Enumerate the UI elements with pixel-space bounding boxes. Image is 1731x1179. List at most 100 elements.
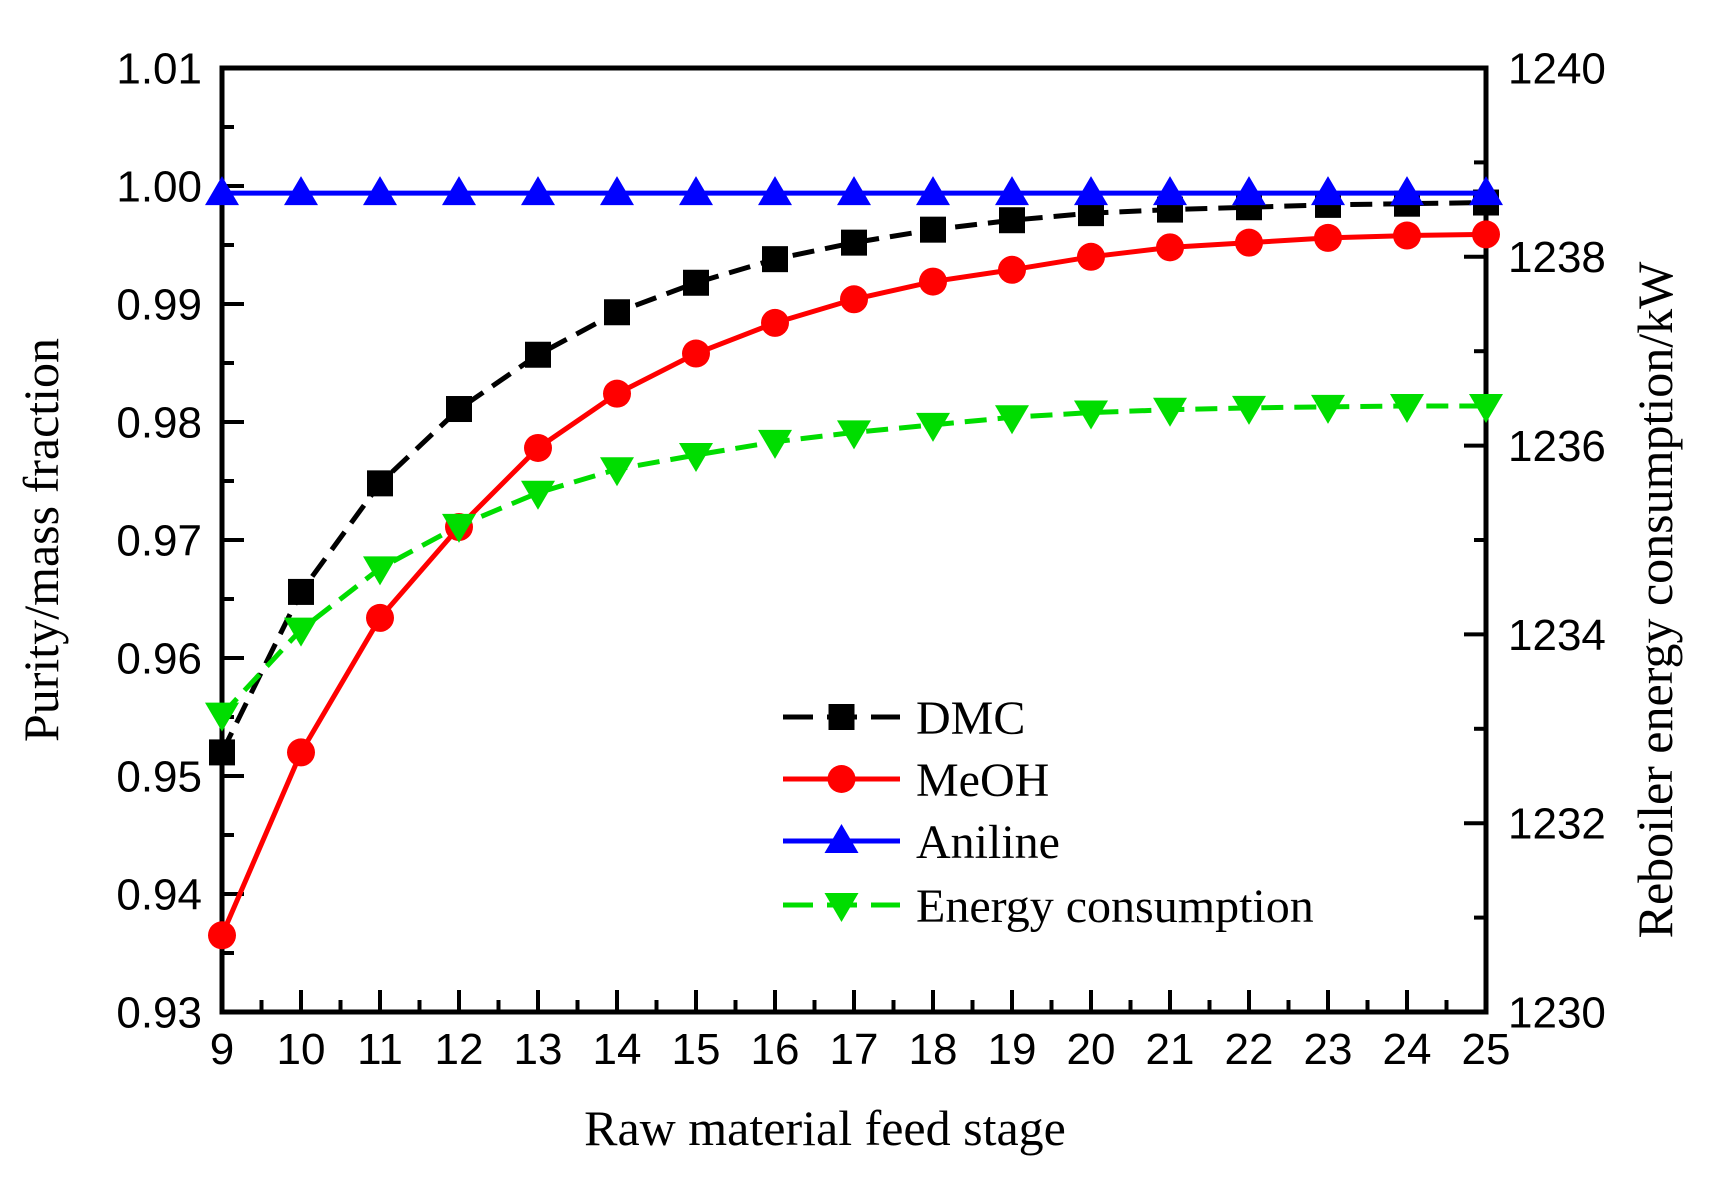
left-tick-label: 0.94 [116, 870, 202, 919]
marker-square [367, 470, 393, 497]
right-axis-title: Reboiler energy consumption/kW [1627, 261, 1683, 939]
series-line [219, 200, 1487, 754]
axis-ticks [220, 66, 1488, 1014]
legend-label: Energy consumption [916, 880, 1314, 933]
marker-triangle-down [679, 443, 713, 473]
x-tick-label: 22 [1225, 1025, 1274, 1074]
marker-circle [827, 765, 856, 793]
left-tick-label: 0.99 [116, 280, 202, 329]
marker-circle [524, 433, 552, 462]
marker-triangle-down [1311, 394, 1345, 424]
marker-square [604, 299, 630, 326]
marker-circle [1235, 228, 1263, 257]
marker-triangle-up [205, 176, 239, 206]
right-tick-label: 1238 [1508, 233, 1606, 282]
legend-label: DMC [916, 692, 1025, 745]
x-tick-label: 12 [435, 1025, 484, 1074]
marker-triangle-down [1074, 400, 1108, 430]
legend-label: Aniline [916, 816, 1060, 869]
marker-triangle-down [284, 617, 318, 647]
axis-tick-labels: 0.93 0.94 0.95 0.96 0.97 0.98 0.99 1.00 1.01 1230… [116, 44, 1606, 1074]
marker-circle [208, 921, 236, 950]
marker-circle [1156, 233, 1184, 262]
marker-triangle-up [916, 176, 950, 206]
marker-triangle-down [363, 556, 397, 586]
legend-item-meoh: MeOH [783, 754, 1049, 807]
marker-square [288, 578, 314, 605]
marker-square [209, 739, 235, 766]
legend: DMC MeOH Aniline Energy consumption [783, 692, 1314, 933]
marker-square [920, 216, 946, 243]
x-tick-label: 13 [514, 1025, 563, 1074]
marker-square [525, 341, 551, 368]
x-tick-label: 21 [1146, 1025, 1195, 1074]
marker-circle [1472, 220, 1500, 249]
x-tick-label: 15 [672, 1025, 721, 1074]
marker-circle [287, 738, 315, 767]
marker-triangle-up [1153, 176, 1187, 206]
left-tick-label: 0.98 [116, 398, 202, 447]
x-tick-label: 9 [210, 1025, 234, 1074]
marker-triangle-down [837, 420, 871, 450]
marker-triangle-down [824, 893, 859, 922]
marker-triangle-up [837, 176, 871, 206]
marker-square [683, 269, 709, 296]
marker-triangle-down [442, 513, 476, 543]
legend-label: MeOH [916, 754, 1049, 807]
x-tick-label: 23 [1304, 1025, 1353, 1074]
right-tick-label: 1232 [1508, 800, 1606, 849]
marker-triangle-down [1390, 393, 1424, 423]
marker-triangle-down [916, 412, 950, 442]
x-tick-label: 19 [988, 1025, 1037, 1074]
left-tick-label: 0.97 [116, 516, 202, 565]
marker-circle [1393, 221, 1421, 250]
marker-triangle-down [1232, 395, 1266, 425]
marker-triangle-down [600, 457, 634, 487]
marker-triangle-up [1390, 176, 1424, 206]
marker-triangle-up [679, 176, 713, 206]
right-tick-label: 1230 [1508, 988, 1606, 1037]
legend-item-dmc: DMC [783, 692, 1025, 745]
left-tick-label: 1.00 [116, 162, 202, 211]
marker-circle [366, 603, 394, 632]
marker-triangle-up [824, 824, 859, 853]
left-tick-label: 0.96 [116, 634, 202, 683]
x-tick-label: 10 [277, 1025, 326, 1074]
marker-circle [603, 379, 631, 408]
marker-square [999, 207, 1025, 234]
x-tick-label: 24 [1383, 1025, 1432, 1074]
marker-circle [998, 255, 1026, 284]
marker-triangle-up [1074, 176, 1108, 206]
marker-triangle-down [758, 429, 792, 459]
right-tick-label: 1240 [1508, 44, 1606, 93]
marker-triangle-up [284, 176, 318, 206]
marker-square [762, 246, 788, 273]
plot-frame [219, 65, 1489, 1015]
left-tick-label: 0.93 [116, 988, 202, 1037]
marker-square [841, 229, 867, 256]
marker-circle [919, 267, 947, 296]
marker-triangle-up [1232, 176, 1266, 206]
series-meoh [208, 220, 1500, 950]
marker-triangle-up [1311, 176, 1345, 206]
left-axis-title: Purity/mass fraction [13, 338, 69, 742]
right-tick-label: 1236 [1508, 422, 1606, 471]
marker-square [446, 396, 472, 423]
marker-triangle-up [600, 176, 634, 206]
x-tick-label: 20 [1067, 1025, 1116, 1074]
left-tick-label: 0.95 [116, 752, 202, 801]
x-tick-label: 17 [830, 1025, 879, 1074]
marker-circle [682, 339, 710, 368]
marker-triangle-up [1469, 176, 1503, 206]
x-tick-label: 25 [1462, 1025, 1511, 1074]
series-aniline [205, 176, 1503, 206]
x-tick-label: 18 [909, 1025, 958, 1074]
marker-triangle-up [521, 176, 555, 206]
legend-item-aniline: Aniline [783, 816, 1060, 869]
x-tick-label: 16 [751, 1025, 800, 1074]
legend-item-energy-consumption: Energy consumption [783, 880, 1314, 933]
marker-triangle-up [363, 176, 397, 206]
marker-triangle-down [521, 480, 555, 510]
marker-triangle-down [205, 702, 239, 732]
